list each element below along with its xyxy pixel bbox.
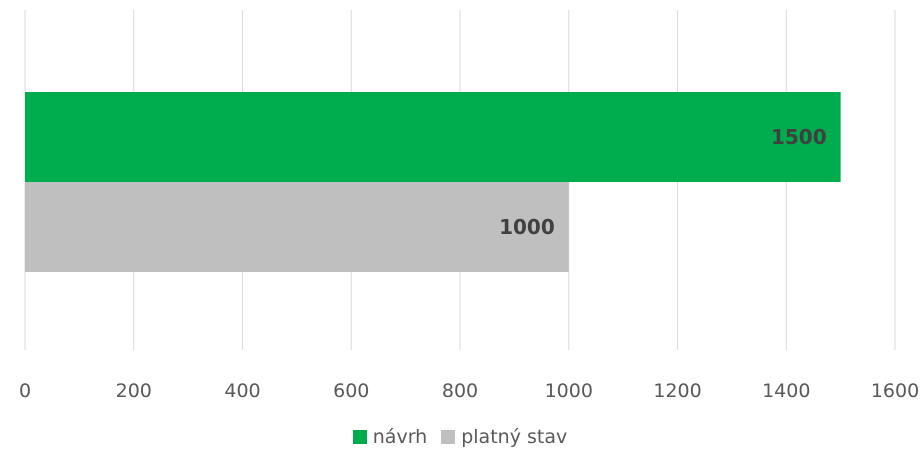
x-tick-label: 400 [224, 380, 260, 402]
x-tick-label: 1600 [871, 380, 919, 402]
legend-item-navrh: návrh [352, 426, 428, 448]
x-tick-label: 600 [333, 380, 369, 402]
x-axis-tick-labels: 0 200 400 600 800 1000 1200 1400 1600 [19, 380, 919, 402]
x-tick-label: 800 [442, 380, 478, 402]
x-tick-label: 0 [19, 380, 31, 402]
legend-label-platny-stav: platný stav [461, 426, 568, 448]
data-label-0: 1500 [771, 125, 827, 149]
legend-swatch-platny-stav [441, 430, 456, 444]
x-tick-label: 200 [116, 380, 152, 402]
data-label-1: 1000 [499, 215, 555, 239]
legend: návrh platný stav [0, 426, 920, 448]
bar-chart: 1500 1000 0 200 400 600 800 1000 1200 1400 1600 [19, 10, 919, 402]
x-tick-label: 1000 [545, 380, 593, 402]
bars: 1500 1000 [25, 92, 841, 272]
bar-1 [25, 182, 569, 272]
legend-label-navrh: návrh [372, 426, 428, 448]
x-tick-label: 1400 [762, 380, 810, 402]
legend-item-platny-stav: platný stav [441, 426, 567, 448]
bar-0 [25, 92, 841, 182]
legend-swatch-navrh [352, 430, 367, 444]
x-tick-label: 1200 [653, 380, 701, 402]
